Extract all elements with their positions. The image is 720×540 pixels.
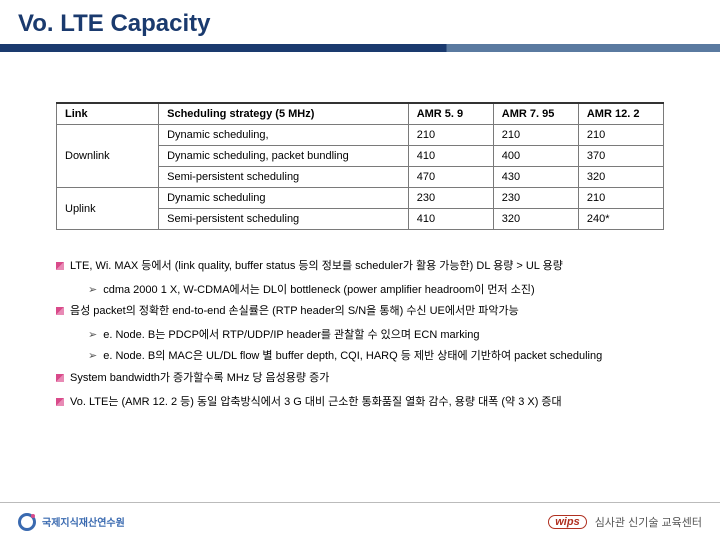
cell-val: 320 xyxy=(578,167,663,188)
footer: 국제지식재산연수원 wips 심사관 신기술 교육센터 xyxy=(0,502,720,540)
sub-bullet-text: e. Node. B의 MAC은 UL/DL flow 별 buffer dep… xyxy=(103,348,602,366)
bullet-icon xyxy=(56,262,64,270)
sub-bullet-item: ➢ cdma 2000 1 X, W-CDMA에서는 DL이 bottleneck… xyxy=(88,282,664,300)
title-bar: Vo. LTE Capacity xyxy=(0,0,720,52)
cell-strategy: Dynamic scheduling, xyxy=(159,125,409,146)
footer-left: 국제지식재산연수원 xyxy=(18,513,125,531)
link-uplink: Uplink xyxy=(57,188,159,230)
arrow-icon: ➢ xyxy=(88,327,97,345)
wips-logo: wips xyxy=(548,515,586,529)
cell-strategy: Semi-persistent scheduling xyxy=(159,167,409,188)
bullet-icon xyxy=(56,398,64,406)
bullet-item: Vo. LTE는 (AMR 12. 2 등) 동일 압축방식에서 3 G 대비 … xyxy=(56,394,664,412)
cell-val: 210 xyxy=(408,125,493,146)
arrow-icon: ➢ xyxy=(88,348,97,366)
page-title: Vo. LTE Capacity xyxy=(0,0,720,38)
cell-val: 210 xyxy=(578,188,663,209)
cell-val: 470 xyxy=(408,167,493,188)
th-strategy: Scheduling strategy (5 MHz) xyxy=(159,103,409,125)
sub-bullet-text: cdma 2000 1 X, W-CDMA에서는 DL이 bottleneck … xyxy=(103,282,534,300)
th-amr795: AMR 7. 95 xyxy=(493,103,578,125)
arrow-icon: ➢ xyxy=(88,282,97,300)
table-row: Uplink Dynamic scheduling 230 230 210 xyxy=(57,188,664,209)
th-amr59: AMR 5. 9 xyxy=(408,103,493,125)
bullet-list: LTE, Wi. MAX 등에서 (link quality, buffer s… xyxy=(56,258,664,411)
bullet-text: 음성 packet의 정확한 end-to-end 손실률은 (RTP head… xyxy=(70,303,519,321)
footer-right: wips 심사관 신기술 교육센터 xyxy=(548,514,702,530)
bullet-icon xyxy=(56,374,64,382)
th-link: Link xyxy=(57,103,159,125)
content-area: Link Scheduling strategy (5 MHz) AMR 5. … xyxy=(0,52,720,411)
cell-val: 370 xyxy=(578,146,663,167)
cell-val: 400 xyxy=(493,146,578,167)
th-amr122: AMR 12. 2 xyxy=(578,103,663,125)
cell-val: 410 xyxy=(408,146,493,167)
sub-bullet-item: ➢ e. Node. B의 MAC은 UL/DL flow 별 buffer de… xyxy=(88,348,664,366)
bullet-text: System bandwidth가 증가할수록 MHz 당 음성용량 증가 xyxy=(70,370,329,388)
table-header-row: Link Scheduling strategy (5 MHz) AMR 5. … xyxy=(57,103,664,125)
cell-strategy: Dynamic scheduling xyxy=(159,188,409,209)
cell-val: 240* xyxy=(578,209,663,230)
logo-icon xyxy=(18,513,36,531)
footer-right-text: 심사관 신기술 교육센터 xyxy=(595,514,702,530)
bullet-item: System bandwidth가 증가할수록 MHz 당 음성용량 증가 xyxy=(56,370,664,388)
bullet-text: LTE, Wi. MAX 등에서 (link quality, buffer s… xyxy=(70,258,563,276)
cell-strategy: Semi-persistent scheduling xyxy=(159,209,409,230)
bullet-item: LTE, Wi. MAX 등에서 (link quality, buffer s… xyxy=(56,258,664,276)
cell-val: 430 xyxy=(493,167,578,188)
cell-val: 410 xyxy=(408,209,493,230)
bullet-icon xyxy=(56,307,64,315)
cell-val: 230 xyxy=(493,188,578,209)
cell-val: 320 xyxy=(493,209,578,230)
bullet-text: Vo. LTE는 (AMR 12. 2 등) 동일 압축방식에서 3 G 대비 … xyxy=(70,394,562,412)
link-downlink: Downlink xyxy=(57,125,159,188)
bullet-item: 음성 packet의 정확한 end-to-end 손실률은 (RTP head… xyxy=(56,303,664,321)
cell-val: 210 xyxy=(493,125,578,146)
cell-val: 230 xyxy=(408,188,493,209)
capacity-table: Link Scheduling strategy (5 MHz) AMR 5. … xyxy=(56,102,664,230)
cell-val: 210 xyxy=(578,125,663,146)
footer-left-text: 국제지식재산연수원 xyxy=(42,514,125,529)
sub-bullet-item: ➢ e. Node. B는 PDCP에서 RTP/UDP/IP header를 관… xyxy=(88,327,664,345)
sub-bullet-text: e. Node. B는 PDCP에서 RTP/UDP/IP header를 관찰… xyxy=(103,327,479,345)
cell-strategy: Dynamic scheduling, packet bundling xyxy=(159,146,409,167)
table-row: Downlink Dynamic scheduling, 210 210 210 xyxy=(57,125,664,146)
